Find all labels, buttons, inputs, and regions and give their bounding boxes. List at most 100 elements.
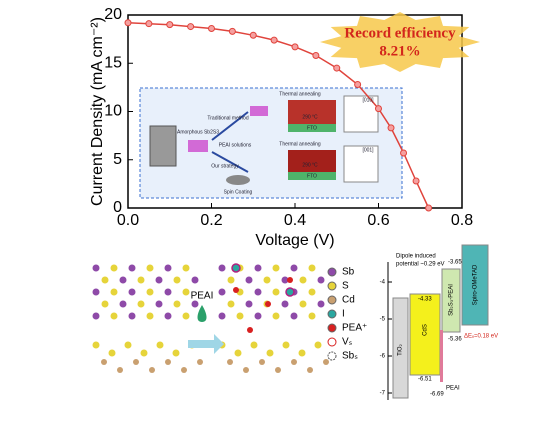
pea-ion — [287, 277, 293, 283]
atom — [156, 341, 164, 349]
atom — [275, 367, 281, 373]
atom — [128, 312, 136, 320]
band-tick-label: -4 — [380, 280, 386, 286]
atom — [173, 300, 181, 308]
pea-ion — [265, 301, 271, 307]
atom — [266, 349, 274, 357]
legend-label: I — [342, 309, 345, 320]
legend-label: Vₛ — [342, 337, 353, 348]
marker — [145, 20, 153, 28]
arrow-label: PEAI — [191, 291, 214, 302]
atom — [164, 288, 172, 296]
atom — [281, 276, 289, 284]
band-tick-label: -6 — [380, 354, 386, 360]
level-label: -6.51 — [418, 377, 432, 383]
marker — [333, 64, 341, 72]
y-tick-label: 15 — [104, 54, 122, 71]
atom — [308, 288, 316, 296]
y-axis-label: Current Density (mA cm⁻²) — [89, 17, 106, 206]
atom — [218, 288, 226, 296]
atom — [92, 288, 100, 296]
x-tick-label: 0.0 — [117, 212, 139, 229]
inset-label: 290 °C — [302, 114, 318, 120]
atom — [182, 264, 190, 272]
legend-label: PEA⁺ — [342, 323, 367, 334]
marker — [375, 105, 382, 113]
atom — [101, 276, 109, 284]
atom — [92, 264, 100, 272]
atom — [290, 264, 298, 272]
atom — [234, 349, 242, 357]
film — [250, 106, 268, 116]
atom — [281, 300, 289, 308]
x-axis-label: Voltage (V) — [255, 232, 334, 249]
atom — [254, 264, 262, 272]
inset-label: [010] — [362, 97, 374, 103]
marker — [249, 31, 257, 39]
atom — [110, 312, 118, 320]
atom — [117, 367, 123, 373]
inset-label: Thermal annealing — [279, 91, 321, 97]
band-tick-label: -7 — [380, 391, 386, 397]
atom — [236, 312, 244, 320]
annotation: Record efficiency — [344, 25, 456, 41]
marker — [354, 80, 362, 88]
atom — [172, 349, 180, 357]
pea-ion — [247, 327, 253, 333]
layer-label: Spiro-OMeTAD — [473, 264, 479, 305]
atom — [101, 359, 107, 365]
atom — [259, 359, 265, 365]
atom — [128, 264, 136, 272]
x-tick-label: 0.2 — [200, 212, 222, 229]
atom — [254, 312, 262, 320]
atom — [272, 288, 280, 296]
inset-label: 290 °C — [302, 162, 318, 168]
atom — [92, 312, 100, 320]
inset-label: FTO — [307, 125, 317, 131]
fto — [288, 172, 336, 180]
atom — [181, 367, 187, 373]
marker — [208, 25, 215, 33]
level-label: -3.65 — [448, 260, 462, 266]
legend-swatch — [327, 309, 337, 319]
atom — [263, 276, 271, 284]
inset-label: FTO — [307, 173, 317, 179]
peai-layer — [440, 330, 443, 382]
atom — [133, 359, 139, 365]
atom — [191, 300, 199, 308]
atom — [299, 300, 307, 308]
atom — [182, 312, 190, 320]
marker — [425, 204, 433, 212]
y-tick-label: 20 — [104, 6, 122, 23]
legend-label: Cd — [342, 295, 355, 306]
grains — [288, 150, 336, 172]
legend-label: Sb — [342, 267, 355, 278]
cds — [409, 293, 441, 376]
atom — [291, 359, 297, 365]
atom — [182, 288, 190, 296]
legend-swatch — [327, 351, 337, 361]
atom — [218, 312, 226, 320]
layer-label: Sb₂S₃-PEAI — [449, 284, 455, 316]
x-tick-label: 0.6 — [367, 212, 389, 229]
marker — [291, 43, 299, 51]
atom — [227, 300, 235, 308]
marker — [412, 177, 420, 185]
atom — [155, 300, 163, 308]
inset-label: Spin Coating — [224, 189, 253, 195]
atom — [245, 276, 253, 284]
x-tick-label: 0.8 — [451, 212, 473, 229]
inset-label: Traditional method — [207, 115, 248, 121]
legend-label: S — [342, 281, 349, 292]
atom — [323, 359, 329, 365]
inset — [139, 87, 403, 199]
structure-box — [343, 145, 379, 183]
atom — [254, 288, 262, 296]
atom — [191, 276, 199, 284]
atom — [317, 276, 325, 284]
marker — [312, 52, 320, 60]
iodine — [231, 263, 241, 273]
fto — [288, 124, 336, 132]
atom — [197, 359, 203, 365]
